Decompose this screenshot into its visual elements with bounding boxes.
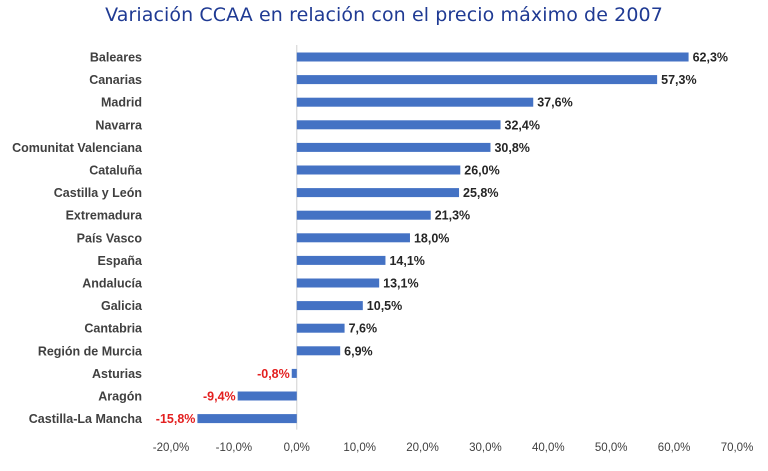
x-tick-label: 50,0% [595, 442, 628, 454]
bar-3 [296, 120, 501, 130]
bar-6 [296, 188, 460, 198]
data-label: 62,3% [693, 51, 728, 65]
category-label: Canarias [89, 73, 142, 87]
category-label: Castilla y León [54, 186, 142, 200]
x-tick-label: -10,0% [216, 442, 252, 454]
bar-13 [296, 346, 341, 356]
category-label: País Vasco [77, 231, 143, 245]
x-tick-label: -20,0% [153, 442, 189, 454]
bar-9 [296, 255, 386, 265]
chart-title: Variación CCAA en relación con el precio… [105, 4, 663, 26]
data-label: 37,6% [537, 96, 572, 110]
x-tick-label: 30,0% [469, 442, 502, 454]
x-tick-label: 40,0% [532, 442, 565, 454]
data-label: 13,1% [383, 277, 418, 291]
bar-11 [296, 301, 363, 311]
x-tick-label: 10,0% [343, 442, 376, 454]
data-label: 18,0% [414, 231, 449, 245]
data-label: 14,1% [389, 254, 424, 268]
bar-10 [296, 278, 380, 288]
data-label: 21,3% [435, 209, 470, 223]
bar-7 [296, 210, 431, 220]
category-label: España [98, 254, 144, 268]
data-label: 7,6% [349, 322, 378, 336]
category-label: Baleares [90, 51, 142, 65]
category-label: Andalucía [82, 277, 143, 291]
category-label: Asturias [92, 367, 142, 381]
bar-2 [296, 97, 534, 107]
category-label: Extremadura [66, 209, 143, 223]
bar-0 [296, 52, 689, 62]
x-tick-label: 70,0% [721, 442, 754, 454]
data-label: 25,8% [463, 186, 498, 200]
bar-8 [296, 233, 410, 243]
category-label: Galicia [101, 299, 143, 313]
bar-4 [296, 142, 491, 152]
category-label: Navarra [95, 118, 143, 132]
category-label: Cantabria [84, 322, 143, 336]
data-label: -15,8% [156, 412, 196, 426]
bar-5 [296, 165, 461, 175]
bar-16 [197, 414, 297, 424]
data-label: 6,9% [344, 344, 373, 358]
x-tick-label: 60,0% [658, 442, 691, 454]
category-label: Cataluña [89, 164, 143, 178]
x-tick-label: 0,0% [284, 442, 310, 454]
x-tick-label: 20,0% [406, 442, 439, 454]
data-label: 10,5% [367, 299, 402, 313]
data-label: 30,8% [494, 141, 529, 155]
bar-14 [291, 368, 297, 378]
data-label: 57,3% [661, 73, 696, 87]
category-label: Aragón [98, 390, 142, 404]
bar-12 [296, 323, 345, 333]
bar-1 [296, 75, 658, 85]
data-label: 32,4% [505, 118, 540, 132]
data-label: -9,4% [203, 390, 236, 404]
bar-15 [237, 391, 297, 401]
category-label: Región de Murcia [38, 344, 143, 358]
category-label: Madrid [101, 96, 142, 110]
data-label: -0,8% [257, 367, 290, 381]
data-label: 26,0% [464, 164, 499, 178]
category-label: Comunitat Valenciana [12, 141, 143, 155]
category-label: Castilla-La Mancha [29, 412, 143, 426]
